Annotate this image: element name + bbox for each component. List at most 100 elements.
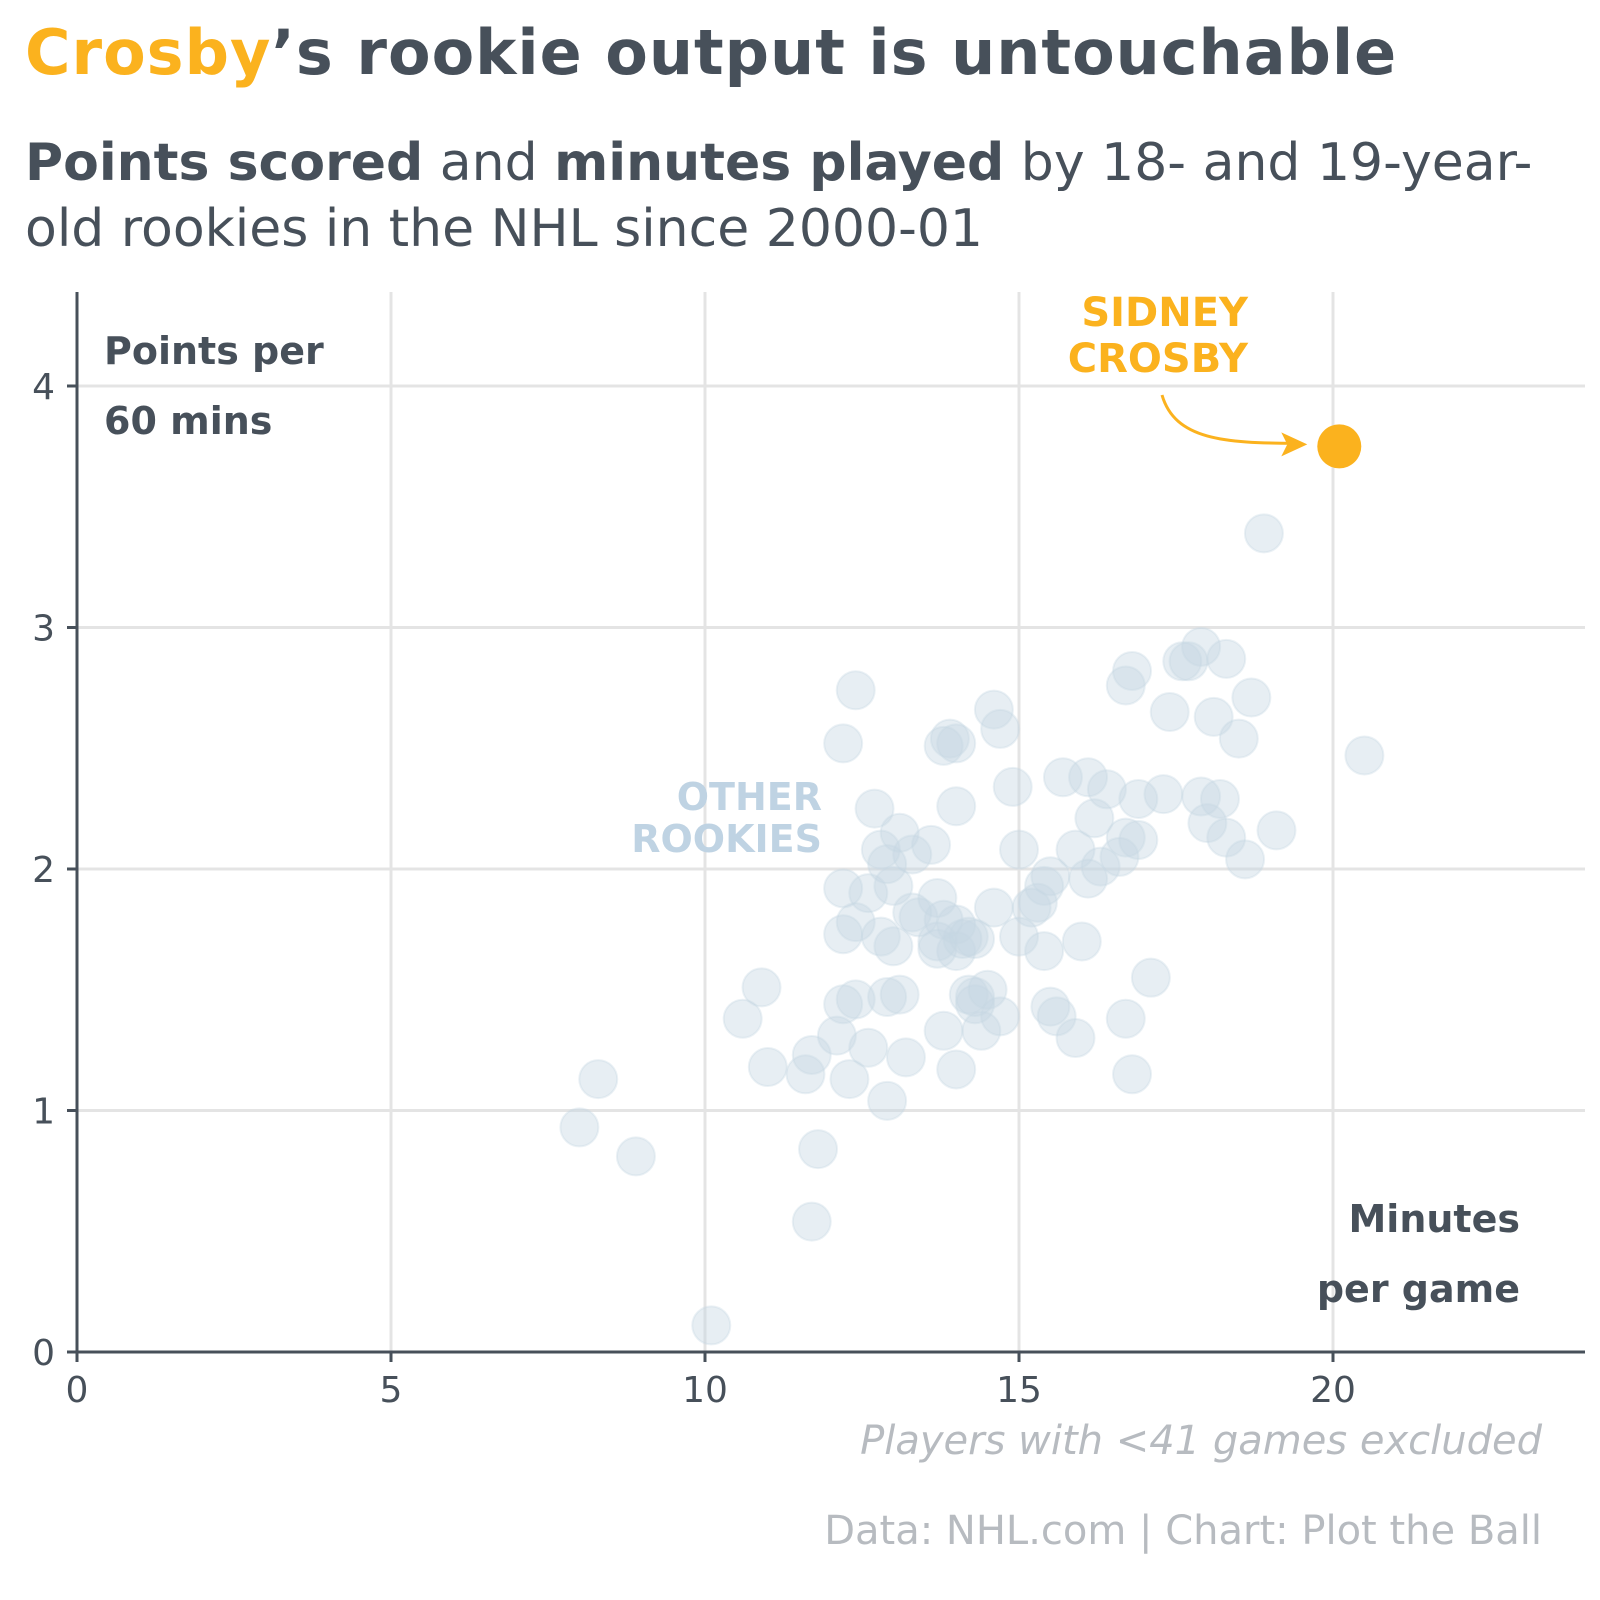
data-point	[1231, 677, 1272, 718]
data-point	[936, 723, 977, 764]
data-point	[973, 887, 1014, 928]
data-point	[1030, 986, 1071, 1027]
y-tick-label: 3	[32, 609, 55, 650]
data-point	[1187, 803, 1228, 844]
y-tick-label: 0	[32, 1333, 55, 1374]
data-point	[1042, 757, 1083, 798]
data-point	[948, 916, 989, 957]
data-point	[791, 1034, 832, 1075]
x-axis-label: Minutes	[1348, 1197, 1520, 1241]
data-point	[1162, 641, 1203, 682]
data-point	[1061, 921, 1102, 962]
data-point	[1344, 735, 1385, 776]
data-point	[923, 725, 964, 766]
x-tick-label: 5	[380, 1370, 403, 1411]
data-point	[967, 969, 1008, 1010]
data-point	[1243, 513, 1284, 554]
data-point	[1256, 810, 1297, 851]
data-point	[835, 902, 876, 943]
data-point	[1193, 696, 1234, 737]
data-point	[1199, 778, 1240, 819]
data-point	[1099, 836, 1140, 877]
x-tick-label: 20	[1310, 1370, 1356, 1411]
subtitle-text-and: and	[423, 133, 555, 193]
x-axis-label: per game	[1317, 1267, 1520, 1311]
data-point	[1225, 839, 1266, 880]
data-point	[1055, 1018, 1096, 1059]
data-point	[798, 1129, 839, 1170]
annotation-arrow	[1160, 394, 1296, 445]
data-point	[980, 708, 1021, 749]
data-point	[929, 718, 970, 759]
data-point	[917, 921, 958, 962]
data-point	[955, 984, 996, 1025]
chart-title: Crosby’s rookie output is untouchable	[25, 16, 1397, 89]
data-point	[791, 1201, 832, 1242]
data-point	[955, 919, 996, 960]
data-point	[747, 1047, 788, 1088]
data-point	[873, 865, 914, 906]
data-point	[1149, 692, 1190, 733]
data-point	[578, 1059, 619, 1100]
title-highlight: Crosby	[25, 16, 272, 89]
data-point	[1105, 817, 1146, 858]
footnote: Players with <41 games excluded	[860, 1418, 1542, 1464]
x-tick-label: 0	[66, 1370, 89, 1411]
data-point	[1017, 882, 1058, 923]
data-point	[860, 829, 901, 870]
source-credit: Data: NHL.com | Chart: Plot the Ball	[824, 1508, 1542, 1554]
data-point	[1080, 846, 1121, 887]
data-point	[1068, 757, 1109, 798]
data-point	[955, 976, 996, 1017]
subtitle-text-rest: by 18- and 19-year-old rookies in the NH…	[25, 133, 1533, 259]
data-point	[1218, 718, 1259, 759]
data-point	[879, 812, 920, 853]
data-point	[936, 786, 977, 827]
data-point	[873, 926, 914, 967]
data-point	[1105, 998, 1146, 1039]
arrow-head	[1281, 432, 1308, 457]
chart-subtitle: Points scored and minutes played by 18- …	[25, 130, 1585, 262]
title-rest: ’s rookie output is untouchable	[271, 16, 1398, 89]
data-point	[885, 1037, 926, 1078]
chart-labels: Points per 60 mins Minutes per game OTHERROO…	[104, 290, 1520, 1311]
data-point	[835, 979, 876, 1020]
data-point	[973, 689, 1014, 730]
data-point	[948, 974, 989, 1015]
crosby-annotation: CROSBY	[1068, 336, 1249, 382]
data-point	[999, 916, 1039, 957]
data-point	[559, 1107, 600, 1148]
data-point	[1024, 865, 1065, 906]
data-point	[1181, 776, 1222, 817]
data-point	[848, 873, 889, 914]
y-tick-label: 2	[32, 850, 55, 891]
crosby-annotation: SIDNEY	[1081, 290, 1249, 336]
data-point	[898, 897, 939, 938]
other-rookies-points	[559, 513, 1385, 1346]
subtitle-bold-minutes: minutes played	[554, 133, 1005, 193]
data-point	[923, 899, 964, 940]
data-point	[823, 723, 864, 764]
data-point	[1030, 856, 1071, 897]
data-point	[936, 1049, 977, 1090]
data-point	[1036, 996, 1077, 1037]
data-point	[691, 1305, 732, 1346]
data-point	[1024, 931, 1065, 972]
data-point	[999, 829, 1039, 870]
data-point	[860, 916, 901, 957]
data-point	[1130, 957, 1171, 998]
data-point	[829, 1059, 870, 1100]
data-point	[961, 1010, 1002, 1051]
data-point	[785, 1054, 826, 1095]
data-point	[867, 1080, 908, 1121]
data-point	[1206, 817, 1247, 858]
data-point	[1112, 650, 1153, 691]
data-point	[1206, 638, 1247, 679]
data-point	[823, 914, 864, 955]
data-point	[1118, 820, 1159, 861]
x-tick-label: 15	[996, 1370, 1042, 1411]
data-point	[892, 892, 933, 933]
data-point	[1112, 1054, 1153, 1095]
data-point	[1168, 641, 1209, 682]
subtitle-bold-points: Points scored	[25, 133, 424, 193]
